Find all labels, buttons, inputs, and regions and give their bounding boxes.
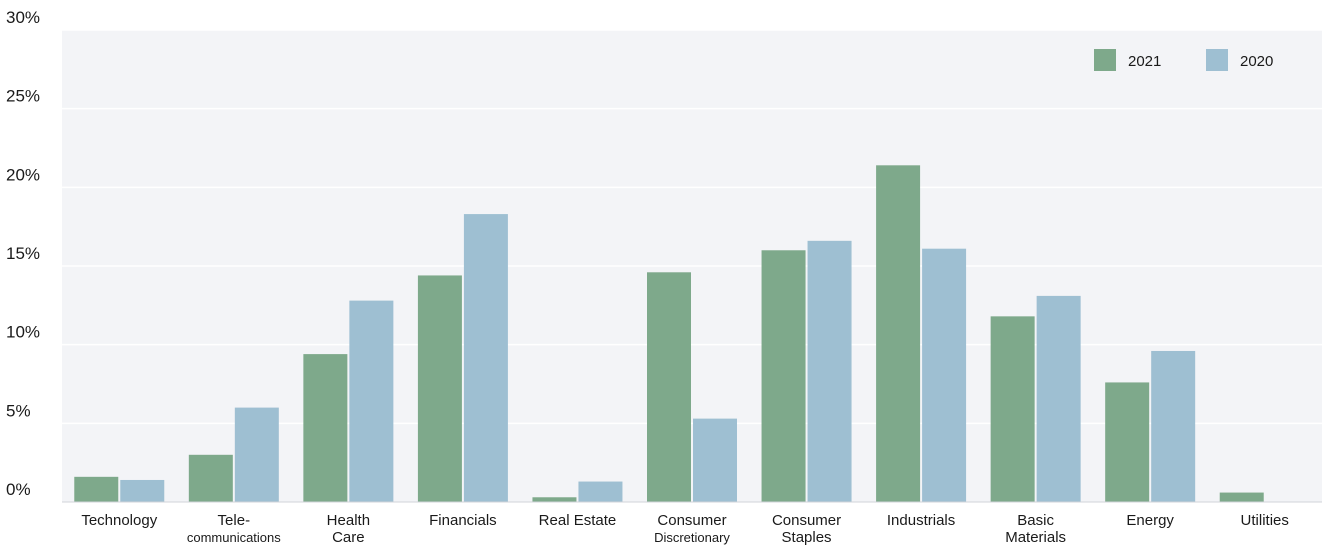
legend: 2021 2020 (1094, 49, 1273, 71)
y-tick-label: 25% (6, 87, 40, 106)
bar-2021 (417, 275, 462, 502)
x-tick-label: Financials (429, 512, 497, 529)
bar-2020 (463, 214, 508, 502)
bar-2021 (532, 497, 577, 502)
bar-2021 (188, 454, 233, 502)
bar-2020 (807, 240, 852, 502)
x-tick-label: Utilities (1241, 512, 1289, 529)
bar-2021 (647, 272, 691, 502)
y-tick-label: 5% (6, 401, 31, 420)
x-tick-label: Consumer Staples (772, 512, 841, 546)
x-axis: Technology Tele-communications Health Care F… (81, 512, 1289, 546)
bar-2021 (1105, 382, 1150, 502)
legend-swatch-2020 (1206, 49, 1228, 71)
bar-2021 (74, 476, 119, 502)
bar-2020 (234, 407, 279, 502)
x-tick-label: Consumer Discretionary (654, 512, 730, 545)
bar-2020 (578, 481, 623, 502)
y-tick-label: 10% (6, 323, 40, 342)
bar-2020 (922, 248, 967, 502)
bar-2021 (990, 316, 1035, 502)
bar-2021 (1219, 492, 1264, 502)
bar-2020 (120, 479, 165, 502)
y-tick-label: 20% (6, 165, 40, 184)
legend-label-2020: 2020 (1240, 53, 1273, 70)
legend-swatch-2021 (1094, 49, 1116, 71)
bar-2020 (1151, 350, 1196, 502)
y-tick-label: 30% (6, 8, 40, 27)
x-tick-label: Health Care (327, 512, 370, 546)
bar-2021 (876, 165, 921, 502)
bar-2020 (1036, 295, 1081, 502)
x-tick-label: Energy (1126, 512, 1174, 529)
bar-2021 (761, 250, 806, 502)
bars (74, 165, 1264, 502)
y-axis: 0% 5% 10% 15% 20% 25% 30% (6, 8, 40, 499)
y-tick-label: 15% (6, 244, 40, 263)
y-tick-label: 0% (6, 480, 31, 499)
x-tick-label: Real Estate (539, 512, 617, 529)
x-tick-label: Industrials (887, 512, 955, 529)
bar-2020 (349, 300, 394, 502)
x-tick-label: Technology (81, 512, 157, 529)
bar-2021 (303, 354, 348, 502)
legend-label-2021: 2021 (1128, 53, 1161, 70)
x-tick-label: Tele-communications (187, 512, 281, 545)
bar-2020 (693, 418, 737, 502)
x-tick-label: Basic Materials (1005, 512, 1066, 546)
